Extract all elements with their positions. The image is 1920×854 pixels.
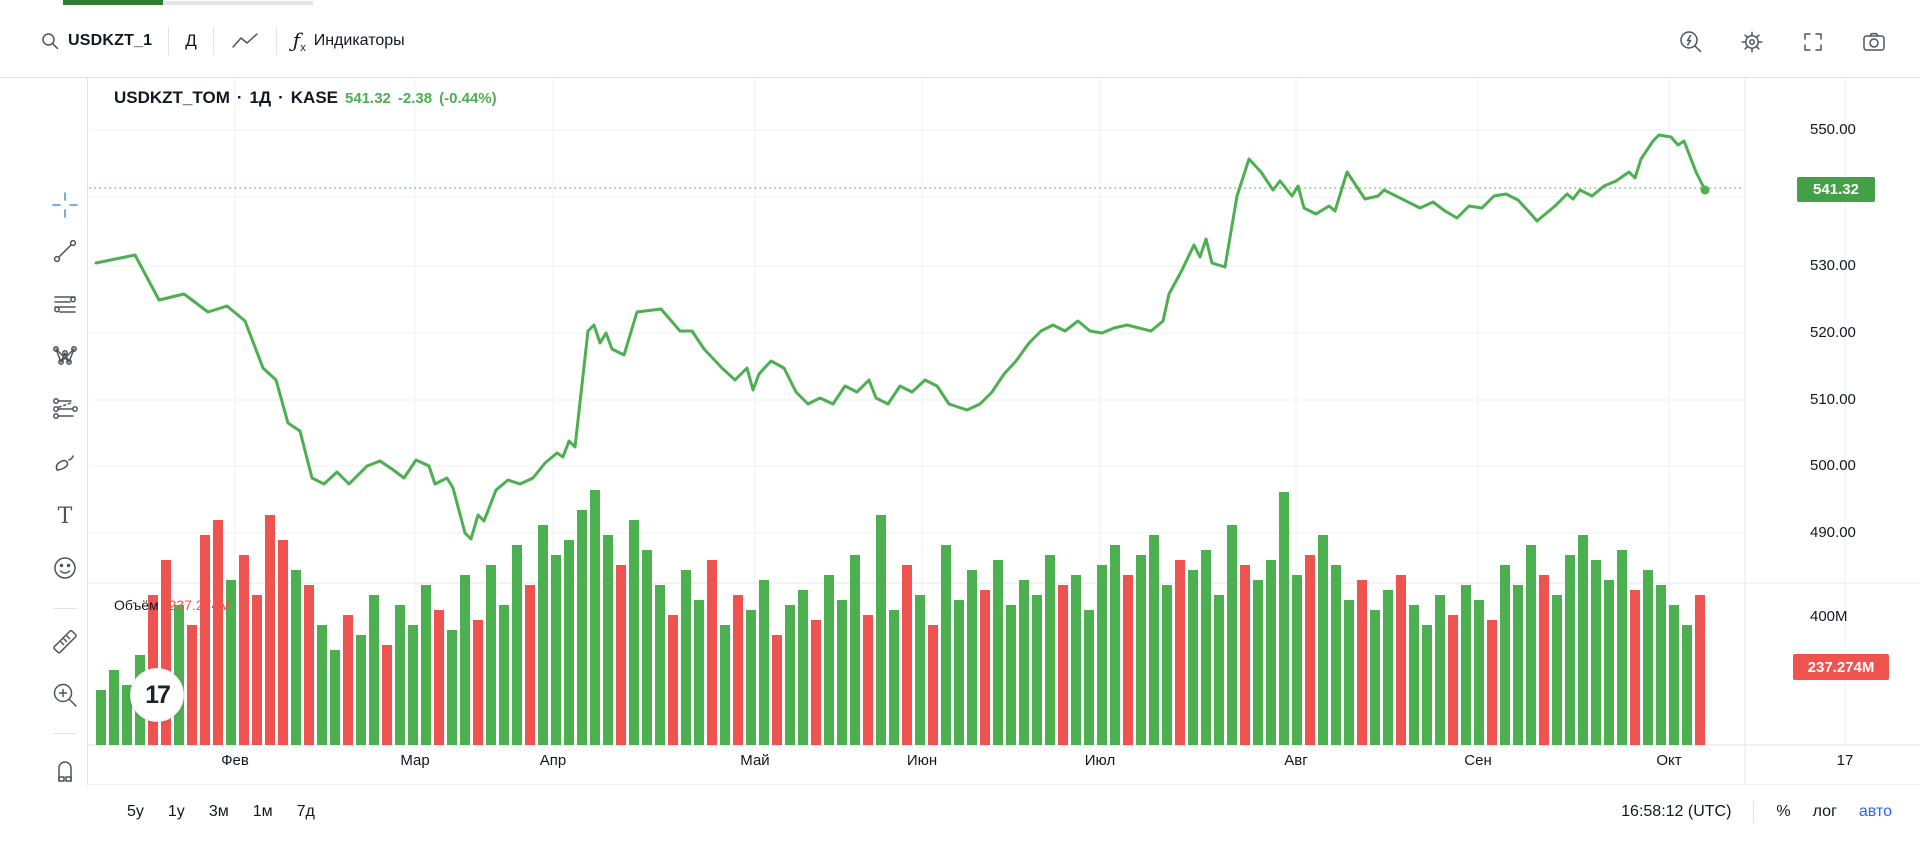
legend-values: 541.32 -2.38 (-0.44%) xyxy=(345,90,497,107)
axis-tick-label: 520.00 xyxy=(1810,324,1856,341)
date-range-buttons: 5y 1y 3м 1м 7д xyxy=(118,785,324,839)
chart-type-button[interactable] xyxy=(230,30,260,52)
top-toolbar: USDKZT_1 Д ƒx Индикаторы xyxy=(0,5,1920,78)
sidebar-divider xyxy=(53,608,77,609)
text-tool-icon: T xyxy=(57,503,73,529)
legend-change: -2.38 xyxy=(397,90,433,107)
search-icon xyxy=(42,33,59,50)
tool-magnet[interactable] xyxy=(45,751,85,791)
volume-label: Объём xyxy=(114,597,159,613)
legend-dot: · xyxy=(278,88,284,107)
bottom-toolbar: 5y 1y 3м 1м 7д 16:58:12 (UTC) % лог авто xyxy=(0,785,1920,854)
chart-legend[interactable]: USDKZT_TOM · 1Д · KASE 541.32 -2.38 (-0.… xyxy=(114,88,497,108)
indicators-button[interactable]: ƒx Индикаторы xyxy=(293,28,405,54)
time-tick-label: Мар xyxy=(400,752,430,769)
footer-separator xyxy=(1753,801,1755,823)
tradingview-logo[interactable]: 17 xyxy=(130,668,184,722)
footer-right-group: 16:58:12 (UTC) % лог авто xyxy=(1621,785,1892,839)
fx-icon: ƒx xyxy=(292,27,306,55)
fullscreen-button[interactable] xyxy=(1797,26,1829,58)
settings-button[interactable] xyxy=(1736,26,1768,58)
range-3m[interactable]: 3м xyxy=(208,803,229,820)
log-scale-button[interactable]: лог xyxy=(1812,803,1837,820)
legend-last-price: 541.32 xyxy=(345,90,391,107)
toolbar-separator xyxy=(212,27,214,55)
smiley-icon xyxy=(54,557,76,579)
quick-search-button[interactable] xyxy=(1675,26,1707,58)
tool-fib-retracement[interactable] xyxy=(45,285,85,325)
crosshair-icon xyxy=(52,192,78,218)
ruler-icon xyxy=(53,629,77,654)
time-tick-label: Сен xyxy=(1464,752,1492,769)
axis-tick-label: 510.00 xyxy=(1810,391,1856,408)
camera-icon xyxy=(1863,32,1885,51)
quick-search-icon xyxy=(1680,30,1702,52)
line-chart-icon xyxy=(232,33,258,48)
tool-crosshair[interactable] xyxy=(45,185,85,225)
fib-retracement-icon xyxy=(54,296,76,313)
time-tick-label: Июн xyxy=(906,752,938,769)
tool-brush[interactable] xyxy=(45,443,85,483)
auto-scale-button[interactable]: авто xyxy=(1858,803,1892,820)
time-tick-label: Июл xyxy=(1084,752,1116,769)
time-tick-label: Апр xyxy=(539,752,567,769)
time-tick-label: Авг xyxy=(1284,752,1308,769)
screenshot-button[interactable] xyxy=(1858,26,1890,58)
gear-icon xyxy=(1741,30,1763,53)
legend-interval: 1Д xyxy=(249,88,272,107)
axis-tick-label: 530.00 xyxy=(1810,257,1856,274)
interval-button[interactable]: Д xyxy=(185,31,197,50)
tab-loading-indicator xyxy=(63,0,163,5)
magnet-icon xyxy=(58,761,72,782)
tool-trend-line[interactable] xyxy=(45,231,85,271)
time-tick-label: Фев xyxy=(221,752,249,769)
symbol-search-value: USDKZT_1 xyxy=(68,32,153,49)
time-tick-label: Май xyxy=(740,752,770,769)
volume-value: 237.274M xyxy=(168,597,231,613)
percent-scale-button[interactable]: % xyxy=(1776,803,1791,820)
time-tick-label: 17 xyxy=(1836,752,1854,769)
brush-icon xyxy=(55,455,74,471)
legend-dot: · xyxy=(236,88,243,107)
indicators-label: Индикаторы xyxy=(313,32,405,49)
clock[interactable]: 16:58:12 (UTC) xyxy=(1621,803,1732,820)
tool-ruler[interactable] xyxy=(45,621,85,661)
trend-line-icon xyxy=(53,239,77,263)
forecast-icon xyxy=(53,398,78,419)
range-7d[interactable]: 7д xyxy=(296,803,315,820)
toolbar-right-group xyxy=(1675,5,1890,78)
axis-tick-label: 500.00 xyxy=(1810,457,1856,474)
tab-strip-fragment xyxy=(163,1,313,5)
toolbar-separator xyxy=(275,27,277,55)
tool-forecast[interactable] xyxy=(45,388,85,428)
range-1m[interactable]: 1м xyxy=(252,803,273,820)
volume-legend[interactable]: Объём 237.274M xyxy=(114,597,231,613)
tool-emoji[interactable] xyxy=(45,548,85,588)
xabcd-pattern-icon xyxy=(53,346,77,365)
range-1y[interactable]: 1y xyxy=(167,803,185,820)
legend-change-pct: (-0.44%) xyxy=(439,90,497,107)
tool-xabcd-pattern[interactable] xyxy=(45,336,85,376)
legend-exchange: KASE xyxy=(290,88,339,107)
time-tick-label: Окт xyxy=(1656,752,1682,769)
fullscreen-icon xyxy=(1804,32,1822,51)
last-volume-badge: 237.274M xyxy=(1793,654,1889,680)
tool-text[interactable]: T xyxy=(45,496,85,536)
legend-symbol: USDKZT_TOM xyxy=(114,88,230,107)
sidebar-divider xyxy=(53,733,77,734)
symbol-search-button[interactable]: USDKZT_1 xyxy=(40,31,152,51)
axis-tick-label: 400M xyxy=(1810,608,1848,625)
toolbar-separator xyxy=(168,27,170,55)
tool-zoom-in[interactable] xyxy=(45,675,85,715)
range-5y[interactable]: 5y xyxy=(127,803,144,820)
axis-tick-label: 550.00 xyxy=(1810,121,1856,138)
zoom-in-icon xyxy=(53,683,77,707)
last-price-badge: 541.32 xyxy=(1797,177,1875,202)
axis-tick-label: 490.00 xyxy=(1810,524,1856,541)
drawing-toolbar: T xyxy=(0,78,88,854)
